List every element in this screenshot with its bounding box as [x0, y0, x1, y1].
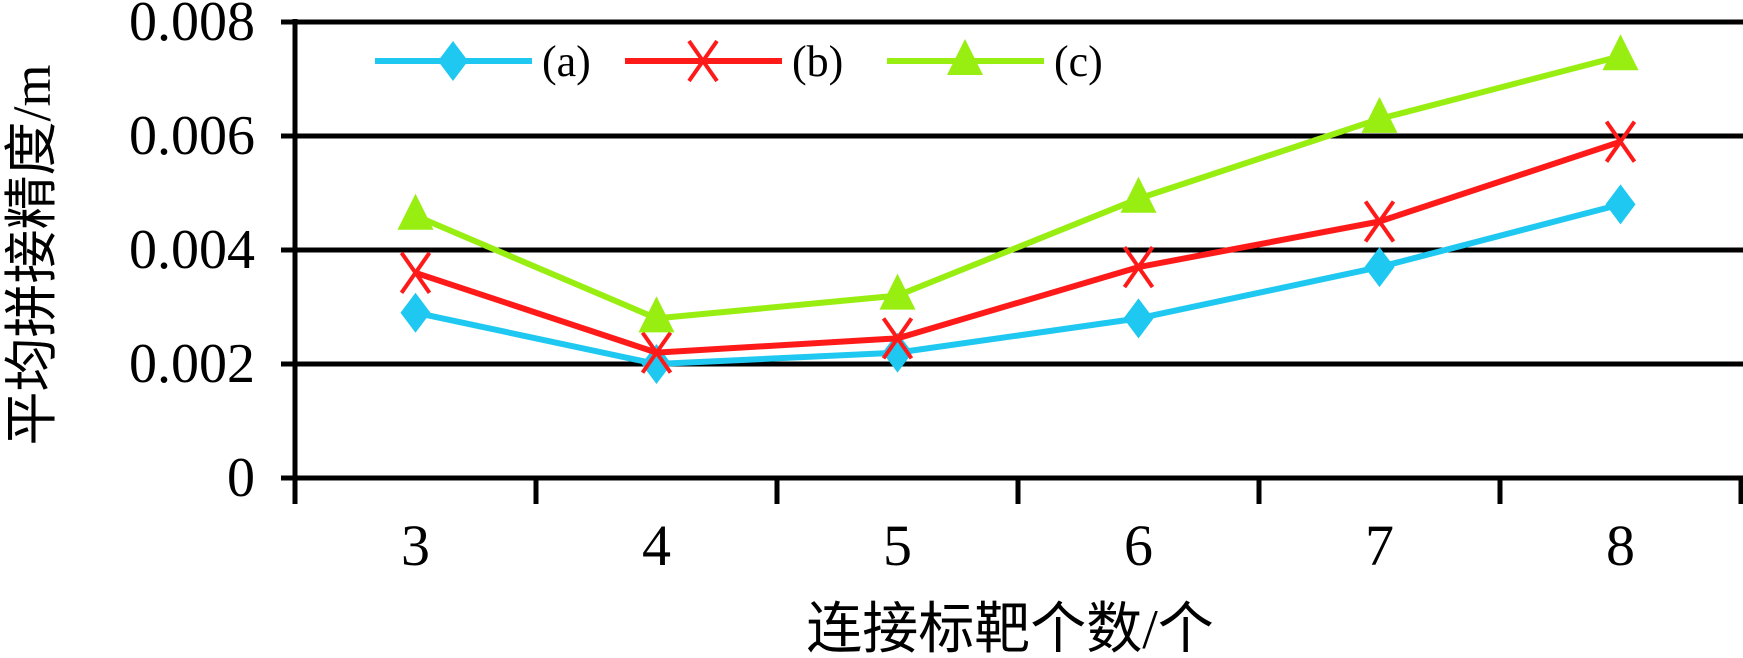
- diamond-marker: [1605, 184, 1636, 225]
- y-axis-title: 平均拼接精度/m: [2, 64, 62, 445]
- y-tick-label: 0.004: [129, 219, 255, 281]
- series-line: [414, 201, 1622, 367]
- x-marker: [881, 317, 914, 360]
- axes: [292, 19, 1743, 504]
- x-marker-stroke: [640, 331, 673, 374]
- x-marker: [1363, 200, 1396, 243]
- legend-label: (a): [542, 37, 591, 86]
- legend-label: (b): [792, 37, 843, 86]
- series-group: [397, 34, 1639, 384]
- x-axis-title: 连接标靶个数/个: [806, 599, 1214, 658]
- x-marker-stroke: [1363, 200, 1396, 243]
- series-a: [400, 184, 1636, 384]
- triangle-marker: [397, 193, 434, 230]
- x-marker-stroke: [1122, 245, 1155, 289]
- series-line: [414, 53, 1622, 322]
- x-marker: [687, 39, 719, 83]
- legend-label: (c): [1054, 37, 1103, 86]
- x-tick-labels: 3 4 5 6 7 8: [401, 513, 1635, 578]
- series-line: [414, 138, 1622, 356]
- y-tick-labels: 0 0.002 0.004 0.006 0.008: [129, 0, 255, 509]
- x-tick-label: 3: [401, 513, 430, 578]
- legend-item: (c): [887, 37, 1103, 86]
- x-marker-stroke: [881, 317, 914, 360]
- diamond-marker: [882, 332, 913, 373]
- triangle-marker: [1361, 96, 1398, 133]
- series-c: [397, 34, 1639, 333]
- series-b: [399, 120, 1637, 374]
- x-marker: [1604, 120, 1637, 163]
- x-tick-label: 5: [883, 513, 912, 578]
- x-marker: [399, 251, 432, 294]
- y-tick-label: 0.008: [129, 0, 255, 53]
- diamond-marker: [1123, 298, 1154, 339]
- x-tick-label: 6: [1124, 513, 1153, 578]
- x-marker-stroke: [399, 251, 432, 294]
- y-tick-label: 0.006: [129, 105, 255, 167]
- diamond-marker: [1364, 247, 1395, 288]
- x-marker-stroke: [687, 39, 719, 83]
- legend-item: (b): [625, 37, 843, 86]
- y-tick-label: 0: [227, 447, 255, 509]
- triangle-marker: [1120, 176, 1157, 213]
- x-marker-stroke: [1604, 120, 1637, 163]
- diamond-marker: [438, 41, 468, 81]
- x-tick-label: 8: [1606, 513, 1635, 578]
- triangle-marker: [638, 296, 675, 333]
- x-marker: [1122, 245, 1155, 289]
- y-tick-label: 0.002: [129, 333, 255, 395]
- diamond-marker: [400, 292, 431, 333]
- x-tick-label: 4: [642, 513, 671, 578]
- triangle-marker: [1602, 34, 1639, 71]
- legend: (a) (b) (c): [375, 37, 1103, 86]
- triangle-marker: [947, 39, 983, 75]
- triangle-marker: [879, 273, 916, 310]
- x-tick-label: 7: [1365, 513, 1394, 578]
- x-marker: [640, 331, 673, 374]
- legend-item: (a): [375, 37, 591, 86]
